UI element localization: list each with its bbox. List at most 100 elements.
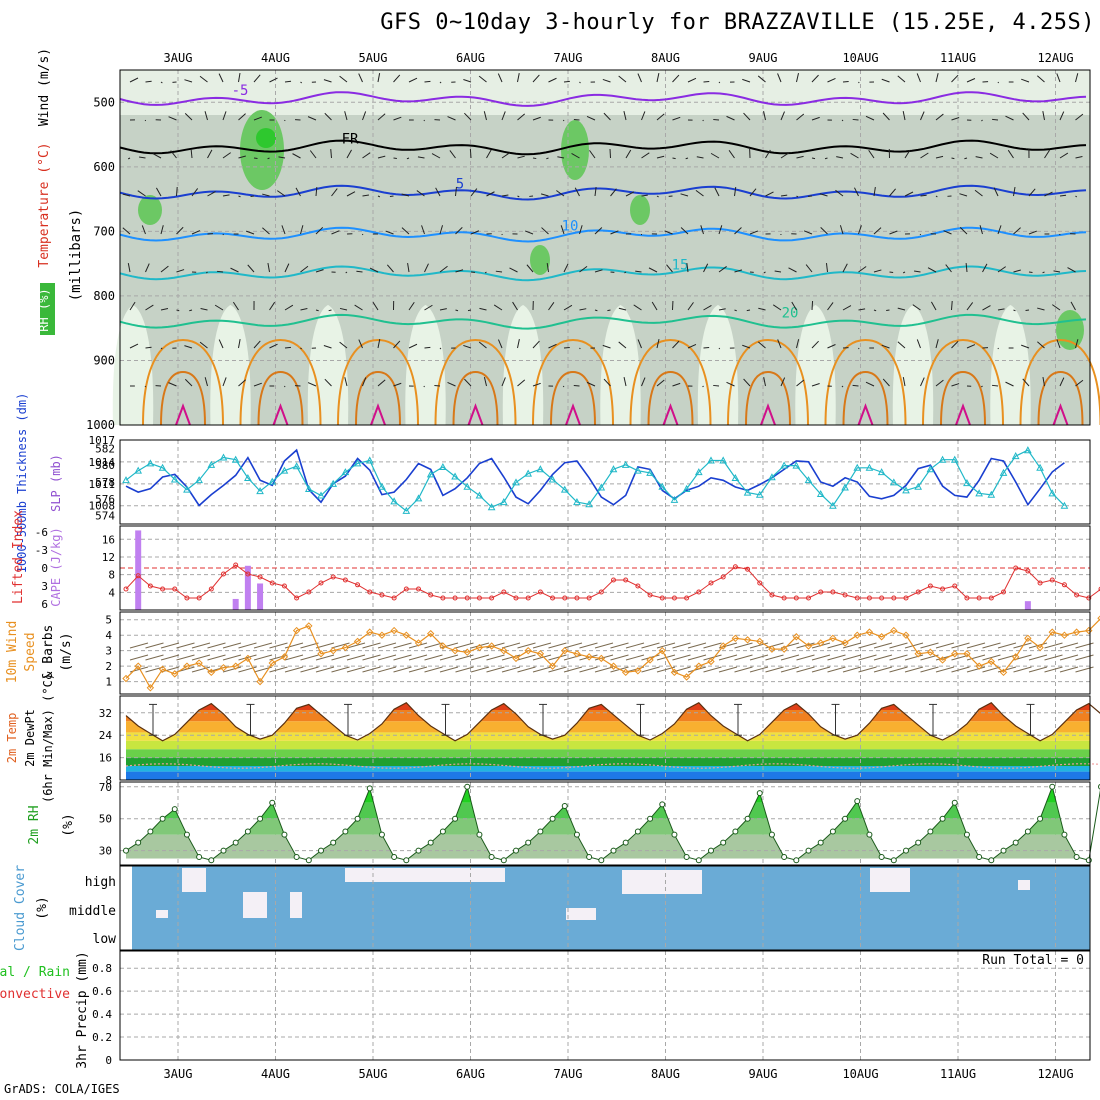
wind-barb <box>710 152 720 159</box>
isotherm-line <box>119 265 1087 282</box>
rh-point <box>171 806 178 813</box>
wind-tick: 3 <box>105 645 112 658</box>
wind-barb <box>439 225 444 235</box>
li-point <box>428 592 434 598</box>
wind-speed-point <box>999 668 1008 677</box>
top-date-label: 6AUG <box>456 51 485 65</box>
wind-speed-point <box>439 642 447 650</box>
wind-barb <box>1075 379 1084 387</box>
isotherm-30-dome <box>745 370 791 426</box>
millibars-axis-label: (millibars) <box>68 209 84 302</box>
wind-speed-point <box>305 622 313 630</box>
surface-wind-barb <box>920 666 939 673</box>
surface-wind-barb <box>842 642 862 649</box>
surface-wind-barb <box>703 642 722 649</box>
isotherm-25-dome <box>434 338 517 426</box>
surface-wind-barb <box>1075 666 1094 673</box>
rh-point <box>659 801 666 808</box>
slp-point <box>292 462 301 470</box>
run-total-label: Run Total = 0 <box>982 953 1084 968</box>
wind-barb <box>417 156 425 159</box>
rh-moist-region <box>240 110 284 190</box>
wind-barb <box>262 227 270 235</box>
wind-barb <box>641 377 646 387</box>
slp-point <box>256 487 264 495</box>
wind-barb <box>315 186 318 197</box>
wind-barb <box>230 267 239 273</box>
wind-barb <box>586 381 596 387</box>
isotherm-35-dome <box>175 403 191 426</box>
wind-speed-point <box>731 634 740 643</box>
slp-point <box>999 468 1008 476</box>
li-point <box>452 595 458 601</box>
wind-barb <box>672 340 680 349</box>
surface-wind-barb <box>455 642 474 649</box>
wind-barb <box>749 188 757 197</box>
wind-barb <box>563 304 573 311</box>
wind-speed-point <box>146 684 155 692</box>
wind-barb <box>966 78 976 83</box>
precip-frame <box>119 950 1091 1061</box>
wind-barb <box>656 113 665 121</box>
wind-barb <box>463 344 472 349</box>
slp-point <box>231 455 240 463</box>
isotherm-label: 5 <box>456 177 464 193</box>
wind-barb <box>836 156 844 159</box>
wind-barb <box>979 225 983 235</box>
li-point <box>623 577 629 583</box>
surface-wind-barb <box>548 666 567 673</box>
wind-barb <box>524 230 534 235</box>
slp-point <box>1011 452 1020 460</box>
wind-axis-label: (m/s) <box>59 632 74 671</box>
surface-wind-barb <box>563 642 583 649</box>
wind-barb <box>873 269 882 273</box>
top-date-label: 5AUG <box>359 51 388 65</box>
slp-point <box>439 462 447 471</box>
li-point <box>879 595 885 601</box>
wind-barb <box>122 227 131 235</box>
temp-band <box>126 749 1090 758</box>
wind-barb <box>408 343 418 349</box>
surface-wind-barb <box>579 654 598 661</box>
surface-wind-barb <box>765 666 784 673</box>
cloud-level-label: low <box>93 932 117 947</box>
wind-speed-point <box>524 646 532 655</box>
li-point <box>903 595 909 601</box>
wind-barb <box>758 307 766 311</box>
wind-barb <box>222 377 227 387</box>
li-point <box>525 595 531 601</box>
rh-point <box>342 828 349 835</box>
wind-barb <box>749 230 759 235</box>
wind-barb <box>300 265 309 273</box>
wind-barb <box>1059 377 1065 387</box>
surface-wind-barb <box>734 654 753 661</box>
wind-barb <box>842 263 848 273</box>
wind-barb <box>579 265 588 273</box>
wind-barb <box>253 382 262 387</box>
wind-barb <box>449 150 456 159</box>
wind-barb <box>479 307 487 311</box>
wind-speed-point <box>853 631 861 639</box>
rh-point <box>744 815 751 822</box>
rh-point <box>269 799 276 806</box>
slp-point <box>475 491 484 499</box>
top-date-label: 12AUG <box>1037 51 1073 65</box>
wind-tick: 2 <box>105 660 112 673</box>
rh-point <box>452 815 459 822</box>
wind-barb <box>637 73 642 83</box>
wind-barb <box>377 73 381 83</box>
li-point <box>147 583 153 589</box>
upper-air-frame <box>119 69 1091 426</box>
wind-barb <box>780 152 790 159</box>
isotherm-25-dome <box>239 338 322 426</box>
surface-wind-barb <box>145 654 164 661</box>
wind-barb <box>726 115 735 121</box>
rh-axis-label: RH (%) <box>37 288 51 331</box>
wind-barb <box>464 378 472 387</box>
wind-barb <box>424 80 431 83</box>
wind-barb <box>974 189 983 197</box>
wind-speed-point <box>1036 643 1044 652</box>
surface-wind-barb <box>579 642 598 649</box>
rh-point <box>354 815 361 822</box>
rh-point <box>135 839 142 846</box>
